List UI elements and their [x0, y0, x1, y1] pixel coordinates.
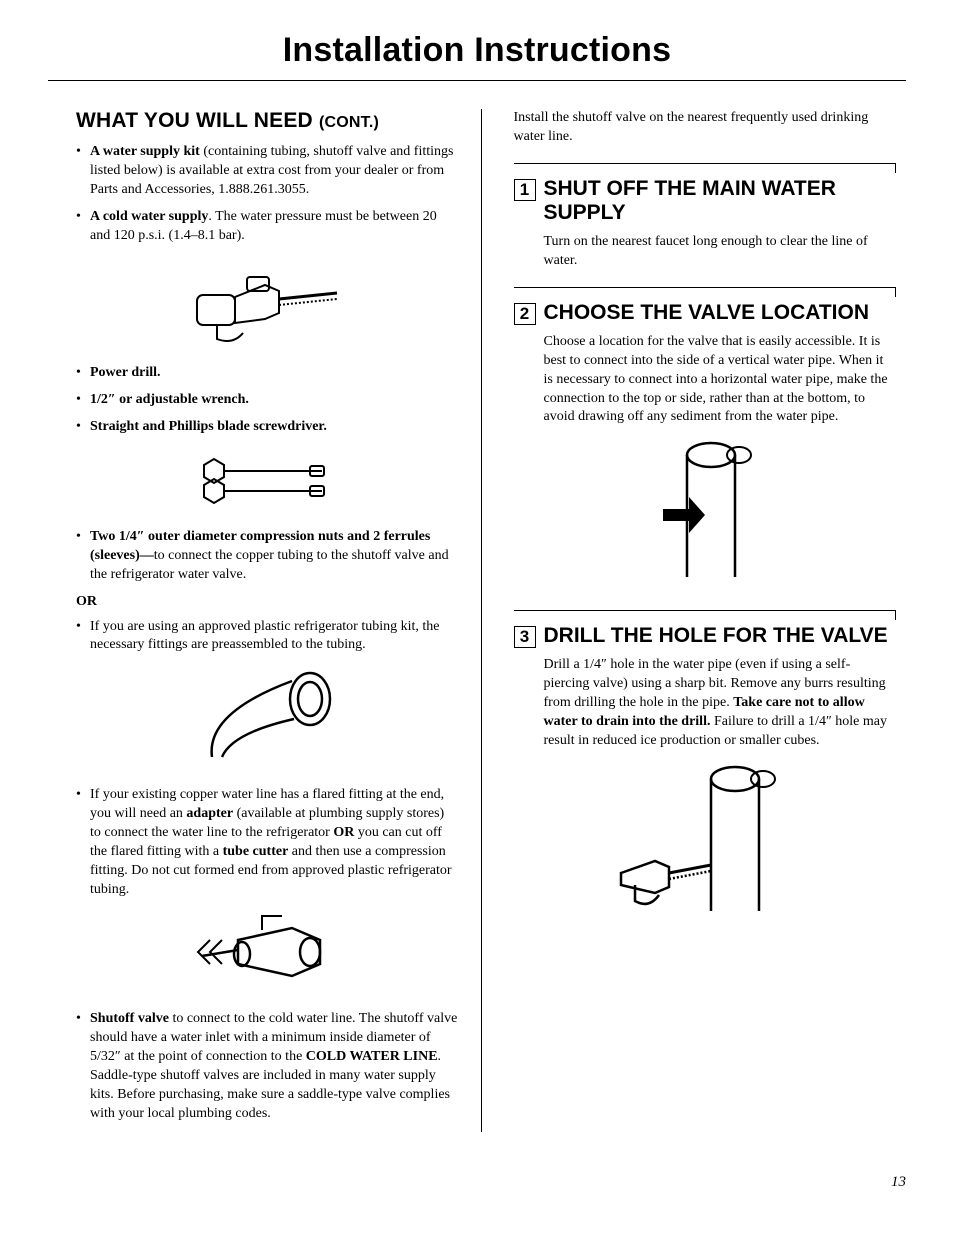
list-item: Two 1/4″ outer diameter compression nuts…: [76, 528, 459, 585]
pipe-location-figure: [514, 437, 897, 594]
tubing-figure: [76, 665, 459, 772]
step-body: Turn on the nearest faucet long enough t…: [514, 233, 897, 271]
list-item: If your existing copper water line has a…: [76, 786, 459, 899]
lead: Power drill.: [90, 365, 161, 380]
lead: A cold water supply: [90, 209, 208, 224]
needs-list-6: Shutoff valve to connect to the cold wat…: [76, 1010, 459, 1123]
lead: Shutoff valve: [90, 1011, 169, 1026]
what-you-need-heading: WHAT YOU WILL NEED (CONT.): [76, 109, 459, 133]
step-2: 2 CHOOSE THE VALVE LOCATION Choose a loc…: [514, 287, 897, 594]
step-body: Drill a 1/4″ hole in the water pipe (eve…: [514, 656, 897, 750]
drill-pipe-figure: [514, 761, 897, 928]
step-number: 3: [514, 626, 536, 648]
heading-cont: (CONT.): [319, 114, 379, 131]
step-title: DRILL THE HOLE FOR THE VALVE: [544, 624, 888, 648]
step-rule: [514, 163, 897, 173]
page-title: Installation Instructions: [48, 28, 906, 81]
page-number: 13: [48, 1172, 906, 1192]
list-item: If you are using an approved plastic ref…: [76, 618, 459, 656]
step-3: 3 DRILL THE HOLE FOR THE VALVE Drill a 1…: [514, 610, 897, 927]
step-1: 1 SHUT OFF THE MAIN WATER SUPPLY Turn on…: [514, 163, 897, 271]
step-body: Choose a location for the valve that is …: [514, 333, 897, 427]
lead: 1/2″ or adjustable wrench.: [90, 392, 249, 407]
nuts-figure: [76, 447, 459, 514]
needs-list-2: Power drill. 1/2″ or adjustable wrench. …: [76, 364, 459, 437]
or-label: OR: [76, 593, 459, 612]
list-item: 1/2″ or adjustable wrench.: [76, 391, 459, 410]
left-column: WHAT YOU WILL NEED (CONT.) A water suppl…: [48, 109, 482, 1132]
needs-list-5: If your existing copper water line has a…: [76, 786, 459, 899]
right-column: Install the shutoff valve on the nearest…: [512, 109, 907, 1132]
two-column-layout: WHAT YOU WILL NEED (CONT.) A water suppl…: [48, 109, 906, 1132]
step-number: 1: [514, 179, 536, 201]
needs-list-1: A water supply kit (containing tubing, s…: [76, 143, 459, 245]
heading-main: WHAT YOU WILL NEED: [76, 109, 313, 132]
list-item: Shutoff valve to connect to the cold wat…: [76, 1010, 459, 1123]
step-title: CHOOSE THE VALVE LOCATION: [544, 301, 870, 325]
step-rule: [514, 287, 897, 297]
lead: Straight and Phillips blade screwdriver.: [90, 419, 327, 434]
or: OR: [333, 825, 354, 840]
needs-list-4: If you are using an approved plastic ref…: [76, 618, 459, 656]
lead: A water supply kit: [90, 144, 200, 159]
adapter: adapter: [186, 806, 233, 821]
step-title: SHUT OFF THE MAIN WATER SUPPLY: [544, 177, 897, 225]
list-item: Straight and Phillips blade screwdriver.: [76, 418, 459, 437]
list-item: A water supply kit (containing tubing, s…: [76, 143, 459, 200]
cwl: COLD WATER LINE: [306, 1049, 438, 1064]
step-rule: [514, 610, 897, 620]
cutter: tube cutter: [223, 844, 289, 859]
drill-figure: [76, 255, 459, 350]
list-item: A cold water supply. The water pressure …: [76, 208, 459, 246]
valve-figure: [76, 910, 459, 997]
intro-text: Install the shutoff valve on the nearest…: [514, 109, 897, 147]
step-number: 2: [514, 303, 536, 325]
list-item: Power drill.: [76, 364, 459, 383]
needs-list-3: Two 1/4″ outer diameter compression nuts…: [76, 528, 459, 585]
